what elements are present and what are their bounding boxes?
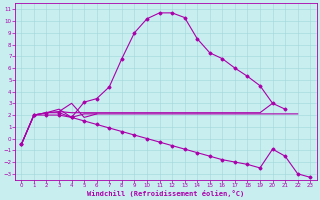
X-axis label: Windchill (Refroidissement éolien,°C): Windchill (Refroidissement éolien,°C) bbox=[87, 190, 244, 197]
